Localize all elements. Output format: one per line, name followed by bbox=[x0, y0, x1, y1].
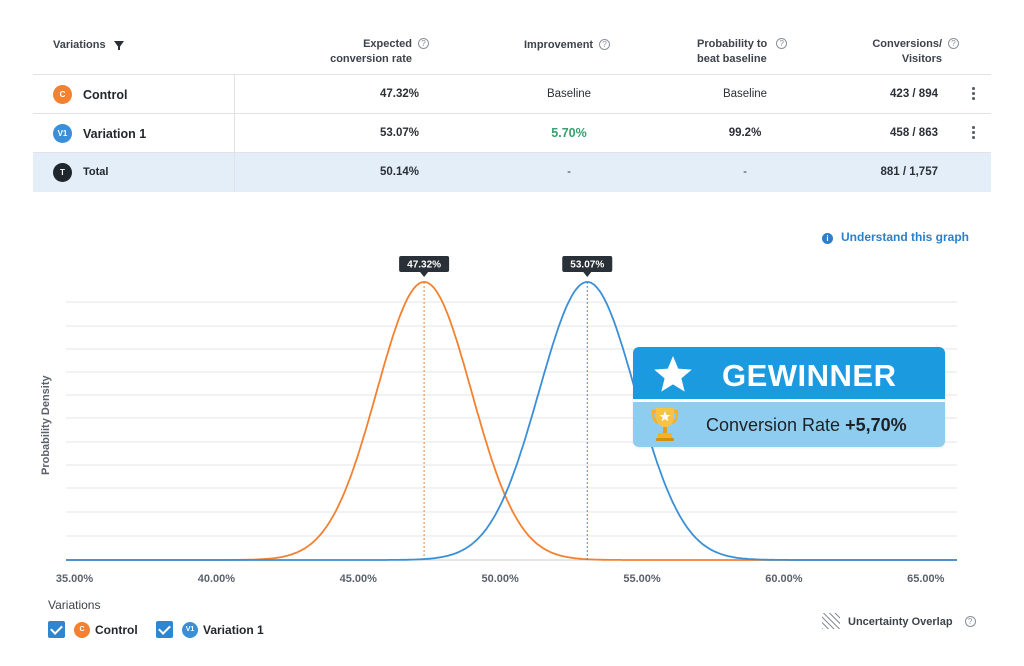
header-expected-conversion-rate: Expected? conversion rate bbox=[319, 37, 429, 67]
legend-label: Control bbox=[95, 623, 138, 637]
conversions-visitors: 458 / 863 bbox=[890, 127, 938, 139]
winner-card-header: GEWINNER bbox=[633, 347, 945, 399]
header-conversions-visitors: Conversions/? Visitors bbox=[848, 37, 959, 67]
x-tick-label: 50.00% bbox=[481, 573, 519, 585]
header-improvement: Improvement? bbox=[524, 38, 611, 53]
variation-badge: V1 bbox=[182, 622, 198, 638]
help-icon[interactable]: ? bbox=[599, 39, 611, 50]
control-checkbox[interactable] bbox=[48, 621, 65, 638]
peak-tag-0 bbox=[399, 256, 450, 272]
x-tick-label: 55.00% bbox=[623, 573, 661, 585]
improvement-value: - bbox=[567, 166, 571, 178]
understand-graph-link[interactable]: i Understand this graph bbox=[822, 230, 969, 244]
control-badge: C bbox=[53, 85, 72, 104]
winner-summary: Conversion Rate +5,70% bbox=[706, 415, 907, 435]
expected-rate: 50.14% bbox=[379, 166, 419, 178]
help-icon[interactable]: ? bbox=[776, 38, 788, 49]
variation-name-cell: C Control bbox=[33, 75, 235, 113]
variation-checkbox[interactable] bbox=[156, 621, 173, 638]
star-icon bbox=[654, 356, 692, 392]
x-tick-label: 45.00% bbox=[340, 573, 378, 585]
help-icon[interactable]: ? bbox=[964, 616, 976, 627]
results-table: Variations Expected? conversion rate Imp… bbox=[33, 18, 991, 192]
x-tick-label: 40.00% bbox=[198, 573, 236, 585]
uncertainty-overlap[interactable]: Uncertainty Overlap? bbox=[822, 613, 976, 629]
variation-name: Control bbox=[83, 88, 128, 102]
table-row-total: T Total 50.14% - - 881 / 1,757 bbox=[33, 153, 991, 192]
total-name: Total bbox=[83, 166, 109, 178]
table-row-control[interactable]: C Control 47.32% Baseline Baseline 423 /… bbox=[33, 75, 991, 114]
peak-label-0: 47.32% bbox=[407, 260, 441, 271]
filter-icon[interactable] bbox=[113, 41, 124, 50]
series-group bbox=[66, 281, 957, 561]
table-header: Variations Expected? conversion rate Imp… bbox=[33, 18, 991, 75]
table-row-variation-1[interactable]: V1 Variation 1 53.07% 5.70% 99.2% 458 / … bbox=[33, 114, 991, 153]
variation-badge: V1 bbox=[53, 124, 72, 143]
legend-title: Variations bbox=[48, 598, 101, 612]
expected-rate: 53.07% bbox=[379, 127, 419, 139]
total-badge: T bbox=[53, 163, 72, 182]
improvement-value: 5.70% bbox=[551, 126, 587, 140]
winner-title: GEWINNER bbox=[722, 358, 897, 393]
x-tick-label: 65.00% bbox=[907, 573, 945, 585]
legend-label: Variation 1 bbox=[203, 623, 264, 637]
hatch-icon bbox=[822, 613, 840, 629]
winner-card: GEWINNER Conversion Rate +5,70% bbox=[633, 347, 945, 447]
probability-value: - bbox=[743, 166, 747, 178]
x-tick-label: 35.00% bbox=[56, 573, 94, 585]
peak-tag-pointer-1 bbox=[583, 272, 592, 277]
header-probability: Probability to? beat baseline bbox=[697, 37, 788, 67]
expected-rate: 47.32% bbox=[379, 88, 419, 100]
row-menu-icon[interactable] bbox=[972, 126, 976, 141]
conversions-visitors: 423 / 894 bbox=[890, 88, 938, 100]
peak-tag-1 bbox=[562, 256, 613, 272]
x-tick-label: 60.00% bbox=[765, 573, 803, 585]
variation-name-cell: V1 Variation 1 bbox=[33, 114, 235, 152]
probability-value: 99.2% bbox=[728, 127, 762, 139]
winner-card-body: Conversion Rate +5,70% bbox=[633, 402, 945, 447]
improvement-value: Baseline bbox=[546, 88, 592, 100]
header-variations[interactable]: Variations bbox=[53, 38, 124, 53]
control-badge: C bbox=[74, 622, 90, 638]
peak-tag-pointer-0 bbox=[420, 272, 429, 277]
conversions-visitors: 881 / 1,757 bbox=[880, 166, 938, 178]
divider bbox=[633, 399, 945, 402]
probability-density-chart: 47.32% 53.07% 35.00% 40.00% 45.00% 50.00% 55.… bbox=[56, 256, 957, 585]
variation-name-cell: T Total bbox=[33, 153, 235, 192]
help-icon[interactable]: ? bbox=[418, 38, 429, 49]
x-axis-ticks: 35.00% 40.00% 45.00% 50.00% 55.00% 60.00% 65.0… bbox=[56, 573, 945, 585]
trophy-icon bbox=[651, 408, 679, 441]
variation-name: Variation 1 bbox=[83, 127, 147, 141]
peak-label-1: 53.07% bbox=[570, 260, 604, 271]
peak-labels: 47.32% 53.07% bbox=[399, 256, 613, 277]
probability-value: Baseline bbox=[722, 88, 768, 100]
series-line-1 bbox=[66, 281, 957, 561]
row-menu-icon[interactable] bbox=[972, 87, 976, 102]
info-icon: i bbox=[822, 233, 833, 244]
help-icon[interactable]: ? bbox=[948, 38, 959, 49]
